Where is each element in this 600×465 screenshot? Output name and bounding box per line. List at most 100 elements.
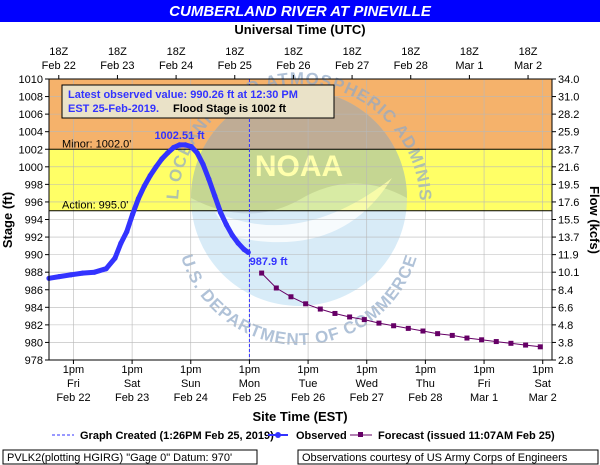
legend-forecast-marker (358, 432, 363, 437)
forecast-point (376, 320, 382, 326)
footer: PVLK2(plotting HGIRG) "Gage 0" Datum: 97… (2, 449, 599, 465)
left-tick-label: 1008 (19, 92, 43, 104)
right-tick-label: 19.5 (558, 179, 579, 191)
noaa-logo-bird (215, 178, 392, 243)
observed-point (141, 183, 147, 189)
legend: Graph Created (1:26PM Feb 25, 2019) Obse… (52, 430, 555, 442)
top-tick-time: 18Z (167, 46, 186, 58)
observed-point (176, 142, 183, 148)
right-tick-label: 28.2 (558, 109, 579, 121)
observed-series (46, 142, 251, 281)
bottom-tick-time: 1pm (356, 364, 377, 376)
info-line-2-flood: Flood Stage is 1002 ft (173, 103, 286, 115)
observed-point (91, 269, 98, 275)
info-line-1: Latest observed value: 990.26 ft at 12:3… (68, 89, 298, 101)
forecast-point (479, 337, 485, 343)
forecast-point (464, 335, 470, 341)
right-tick-label: 11.9 (558, 250, 579, 262)
left-tick-label: 1002 (19, 144, 43, 156)
footer-right: Observations courtesy of US Army Corps o… (302, 452, 568, 464)
observed-point (153, 164, 159, 170)
right-tick-label: 15.5 (558, 215, 579, 227)
right-tick-label: 6.6 (558, 302, 573, 314)
right-axis-label: Flow (kcfs) (587, 186, 600, 254)
bottom-tick-day: Tue (299, 378, 318, 390)
right-tick-label: 21.6 (558, 162, 579, 174)
observed-point (194, 150, 200, 156)
left-tick-label: 1010 (19, 74, 43, 86)
top-tick-date: Feb 27 (335, 60, 369, 72)
bottom-tick-day: Sat (534, 378, 551, 390)
left-tick-label: 994 (25, 215, 43, 227)
noaa-logo-text: NOAA (255, 150, 343, 183)
left-tick-label: 990 (25, 250, 43, 262)
right-tick-label: 34.0 (558, 74, 579, 86)
bottom-axis-label: Site Time (EST) (252, 409, 347, 424)
info-box: Latest observed value: 990.26 ft at 12:3… (61, 84, 335, 119)
forecast-point (523, 342, 529, 348)
observed-point (235, 240, 241, 246)
threshold-label: Action: 995.0' (62, 200, 128, 212)
right-tick-label: 13.7 (558, 232, 579, 244)
bottom-tick-date: Feb 25 (232, 392, 266, 404)
left-tick-label: 986 (25, 285, 43, 297)
bottom-tick-date: Mar 2 (529, 392, 557, 404)
top-tick-time: 18Z (225, 46, 244, 58)
observed-point (245, 249, 251, 255)
legend-observed-marker (275, 432, 281, 438)
forecast-point (332, 310, 338, 316)
observed-point (103, 266, 109, 272)
observed-point (241, 246, 247, 252)
observed-point (80, 270, 86, 276)
left-tick-label: 978 (25, 355, 43, 367)
forecast-point (303, 301, 309, 307)
bottom-tick-date: Feb 28 (408, 392, 442, 404)
legend-graph-created: Graph Created (1:26PM Feb 25, 2019) (80, 430, 274, 442)
forecast-point (288, 294, 294, 300)
bottom-tick-time: 1pm (180, 364, 201, 376)
observed-point (165, 150, 171, 156)
right-tick-label: 31.0 (558, 92, 579, 104)
observed-point (124, 229, 130, 235)
left-tick-label: 982 (25, 320, 43, 332)
top-tick-date: Mar 2 (514, 60, 542, 72)
top-tick-time: 18Z (108, 46, 127, 58)
footer-left: PVLK2(plotting HGIRG) "Gage 0" Datum: 97… (7, 452, 232, 464)
top-tick-date: Feb 28 (394, 60, 428, 72)
noaa-logo-top (191, 90, 407, 214)
top-tick-time: 18Z (343, 46, 362, 58)
bottom-tick-time: 1pm (532, 364, 553, 376)
top-axis-label: Universal Time (UTC) (234, 22, 365, 37)
observed-point (200, 161, 206, 167)
bottom-tick-day: Fri (478, 378, 491, 390)
legend-observed-label: Observed (296, 430, 347, 442)
bottom-tick-date: Feb 23 (115, 392, 149, 404)
info-line-2-date: EST 25-Feb-2019. (68, 103, 159, 115)
left-axis-label: Stage (ft) (0, 192, 15, 248)
forecast-point (259, 270, 265, 276)
top-tick-date: Mar 1 (455, 60, 483, 72)
observed-point (129, 211, 136, 217)
chart-title: CUMBERLAND RIVER AT PINEVILLE (169, 3, 432, 20)
forecast-point (317, 306, 323, 312)
observed-point (223, 222, 230, 228)
top-tick-date: Feb 26 (276, 60, 310, 72)
band-action (49, 210, 552, 360)
observed-point (182, 142, 188, 148)
observed-point (147, 172, 153, 179)
observed-point (229, 232, 235, 238)
left-tick-label: 1004 (19, 127, 43, 139)
bottom-tick-date: Mar 1 (470, 392, 498, 404)
right-tick-label: 8.4 (558, 285, 573, 297)
forecast-point (435, 331, 441, 337)
top-tick-time: 18Z (401, 46, 420, 58)
top-tick-date: Feb 25 (218, 60, 252, 72)
forecast-point (493, 339, 499, 345)
forecast-point (405, 325, 411, 331)
bottom-tick-day: Mon (239, 378, 260, 390)
left-tick-label: 992 (25, 232, 43, 244)
bottom-tick-time: 1pm (63, 364, 84, 376)
bottom-tick-time: 1pm (297, 364, 318, 376)
